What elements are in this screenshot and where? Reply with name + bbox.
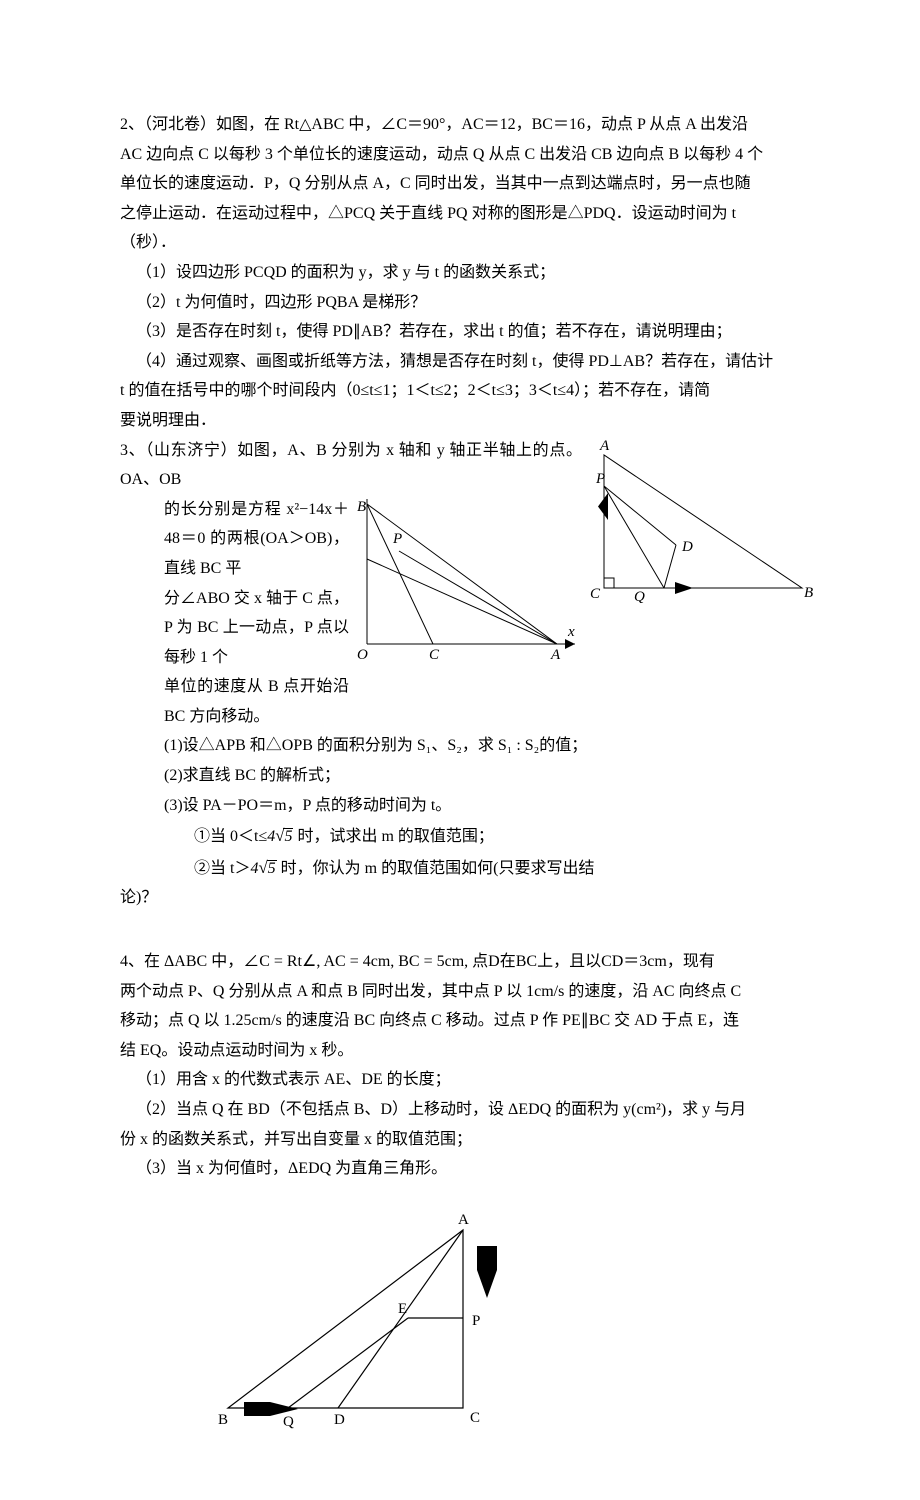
fig-q4-label-Q: Q	[283, 1414, 294, 1430]
q2-part4-line3: 要说明理由．	[120, 406, 815, 436]
fig-q4-label-E: E	[398, 1301, 407, 1317]
fig-q4-label-B: B	[218, 1412, 228, 1428]
q4-stem-line2: 两个动点 P、Q 分别从点 A 和点 B 同时出发，其中点 P 以 1cm/s …	[120, 977, 815, 1007]
fig-q3-label-x: x	[567, 624, 575, 640]
q3-sub2: (2)求直线 BC 的解析式；	[120, 761, 815, 791]
q2-part1: （1）设四边形 PCQD 的面积为 y，求 y 与 t 的函数关系式；	[120, 258, 815, 288]
fig-q2-label-D: D	[681, 539, 693, 555]
q4-part2-line1: （2）当点 Q 在 BD（不包括点 B、D）上移动时，设 ΔEDQ 的面积为 y…	[120, 1095, 815, 1125]
fig-q3-label-A: A	[550, 647, 561, 663]
figure-q4: A P E C D Q B	[120, 1210, 815, 1441]
fig-q3-label-O: O	[357, 647, 368, 663]
q3-tail: 论)？	[120, 883, 815, 913]
q2-stem-line2: AC 边向点 C 以每秒 3 个单位长的速度运动，动点 Q 从点 C 出发沿 C…	[120, 140, 815, 170]
fig-q2-label-P: P	[595, 471, 605, 487]
q3-sub3: (3)设 PA－PO＝m，P 点的移动时间为 t。	[120, 791, 815, 821]
fig-q2-label-Q: Q	[634, 589, 645, 603]
fig-q2-label-C: C	[590, 586, 601, 602]
q3-sub1: (1)设△APB 和△OPB 的面积分别为 S₁、S₂，求 S₁ : S₂的值；	[120, 731, 815, 761]
fig-q4-label-D: D	[334, 1412, 345, 1428]
fig-q3-label-P: P	[392, 531, 402, 547]
q4-part1: （1）用含 x 的代数式表示 AE、DE 的长度；	[120, 1065, 815, 1095]
fig-q3-label-C: C	[429, 647, 440, 663]
q2-stem-line4: 之停止运动．在运动过程中，△PCQ 关于直线 PQ 对称的图形是△PDQ．设运动…	[120, 199, 815, 229]
fig-q3-label-B: B	[357, 499, 366, 515]
q2-stem-line3: 单位长的速度运动．P，Q 分别从点 A，C 同时出发，当其中一点到达端点时，另一…	[120, 169, 815, 199]
q4-stem-line3: 移动；点 Q 以 1.25cm/s 的速度沿 BC 向终点 C 移动。过点 P …	[120, 1006, 815, 1036]
q3-stem-line4: 单位的速度从 B 点开始沿 BC 方向移动。	[120, 672, 815, 731]
figure-q3: B P O C A x	[357, 499, 582, 675]
fig-q2-label-B: B	[804, 585, 813, 601]
fig-q4-label-P: P	[472, 1313, 480, 1329]
fig-q2-label-A: A	[599, 438, 610, 454]
q4-stem-line4: 结 EQ。设动点运动时间为 x 秒。	[120, 1036, 815, 1066]
figure-q2: A P C D Q B	[590, 438, 815, 614]
q2-part2: （2）t 为何值时，四边形 PQBA 是梯形？	[120, 288, 815, 318]
q3-sub3b: ②当 t＞45 时，你认为 m 的取值范围如何(只要求写出结	[120, 852, 815, 884]
q4-stem-line1: 4、在 ΔABC 中，∠C = Rt∠, AC = 4cm, BC = 5cm,…	[120, 947, 815, 977]
q2-part3: （3）是否存在时刻 t，使得 PD∥AB？若存在，求出 t 的值；若不存在，请说…	[120, 317, 815, 347]
fig-q4-label-A: A	[458, 1212, 469, 1228]
q3-sub3a: ①当 0＜t≤45 时，试求出 m 的取值范围；	[120, 820, 815, 852]
q4-part2-line2: 份 x 的函数关系式，并写出自变量 x 的取值范围；	[120, 1125, 815, 1155]
q4-part3: （3）当 x 为何值时，ΔEDQ 为直角三角形。	[120, 1154, 815, 1184]
fig-q4-label-C: C	[470, 1410, 480, 1426]
q2-part4-line2: t 的值在括号中的哪个时间段内（0≤t≤1；1＜t≤2；2＜t≤3；3＜t≤4）…	[120, 376, 815, 406]
q2-stem-line5: （秒）．	[120, 228, 815, 258]
q2-part4-line1: （4）通过观察、画图或折纸等方法，猜想是否存在时刻 t，使得 PD⊥AB？若存在…	[120, 347, 815, 377]
q2-stem-line1: 2、（河北卷）如图，在 Rt△ABC 中，∠C＝90°，AC＝12，BC＝16，…	[120, 110, 815, 140]
